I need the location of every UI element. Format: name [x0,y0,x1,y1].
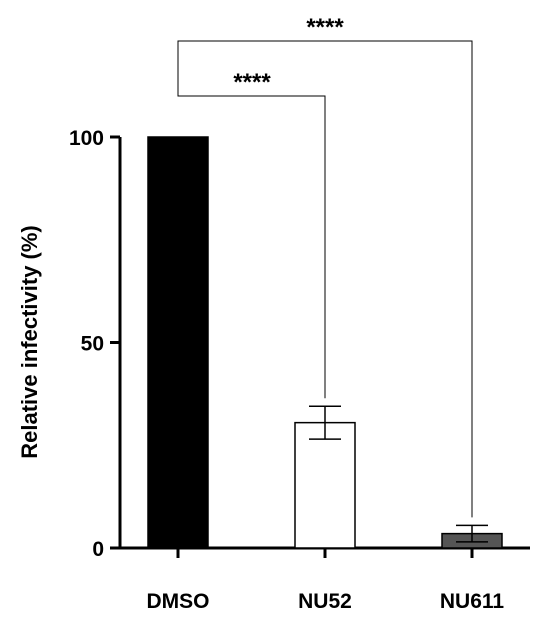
x-tick-label: NU611 [440,590,505,613]
bar-dmso [147,136,209,549]
bar-nu52 [294,421,356,549]
x-tick-label: NU52 [298,590,352,613]
significance-brackets: **** **** [177,14,473,518]
significance-label: **** [306,14,344,41]
y-tick-label: 0 [92,538,104,561]
y-tick-label: 50 [81,333,104,356]
x-tick-label: DMSO [147,590,210,613]
error-bars [309,405,488,543]
y-tick-label: 100 [69,127,104,150]
significance-label: **** [233,69,271,96]
category-labels: DMSO NU52 NU611 [147,590,505,613]
y-axis-label: Relative infectivity (%) [17,225,42,459]
significance-bracket [177,40,473,518]
significance-bracket [177,80,326,399]
